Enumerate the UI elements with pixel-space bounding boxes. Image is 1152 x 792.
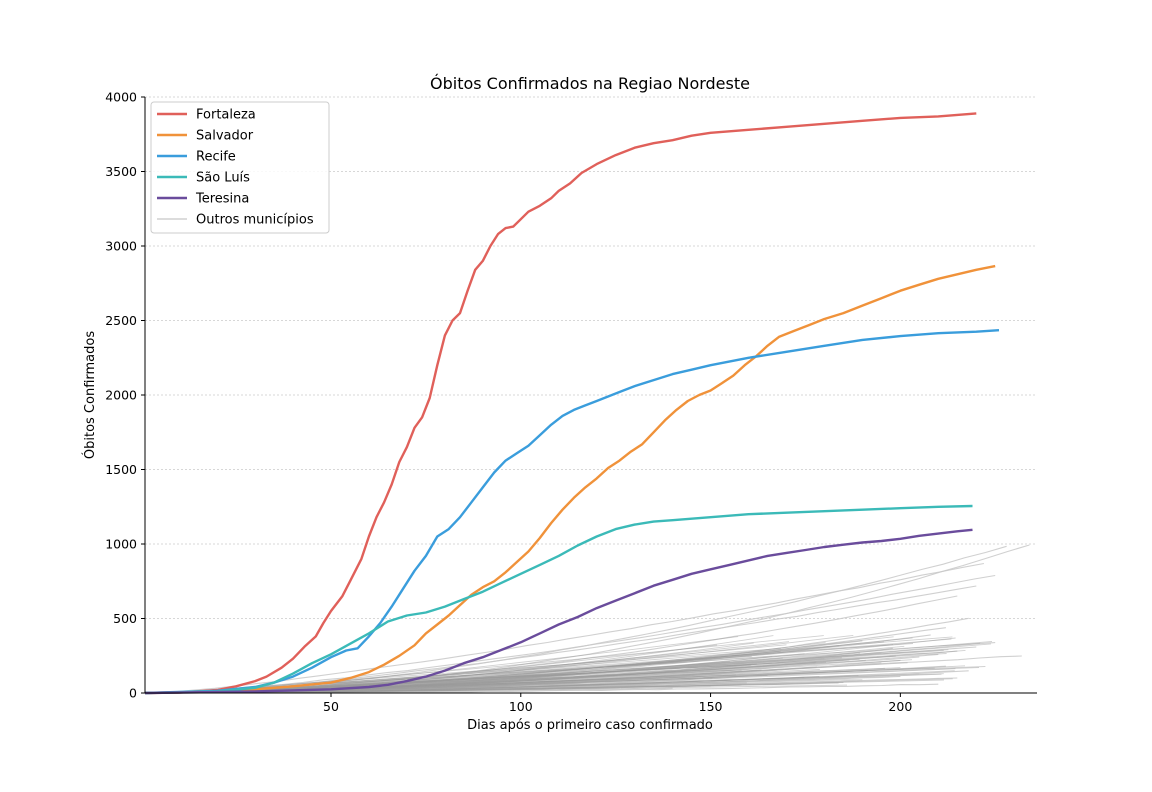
legend: Fortaleza Salvador Recife São Luís Teresina O… [150,101,330,234]
other-municipality-line [191,682,839,694]
x-tick-label: 150 [699,699,723,714]
other-municipality-line [179,585,977,694]
other-municipality-line [197,675,859,694]
x-axis-label: Dias após o primeiro caso confirmado [467,718,713,733]
other-municipality-line [156,574,996,694]
series-line-recife [144,329,1000,695]
other-municipality-line [191,684,848,694]
y-tick-label: 3000 [105,239,137,254]
other-municipality-line [201,653,805,694]
legend-label: Outros municípios [196,213,314,228]
y-tick-label: 0 [129,686,137,701]
other-municipality-line [206,645,839,694]
other-municipality-line [152,562,984,694]
legend-label: Fortaleza [196,108,256,123]
other-municipality-line [202,636,894,694]
other-municipality-line [214,666,817,694]
y-axis-label: Óbitos Confirmados [82,331,98,459]
other-municipality-line [210,684,742,694]
y-tick-label: 3500 [105,164,137,179]
other-municipality-line [213,668,956,694]
other-municipality-line [207,670,955,694]
main-series-lines [144,112,1000,695]
legend-label: Recife [196,150,236,165]
other-municipality-line [209,649,949,694]
legend-label: Salvador [196,129,254,144]
other-municipality-line [153,643,992,694]
y-tick-label: 1500 [105,462,137,477]
legend-box [150,101,330,234]
y-tick-label: 500 [113,611,137,626]
other-municipality-line [191,673,942,694]
other-municipality-line [165,648,781,694]
other-municipality-line [194,641,885,694]
y-tick-label: 1000 [105,537,137,552]
other-municipality-line [181,679,945,694]
other-municipality-line [172,635,824,694]
chart-title: Óbitos Confirmados na Regiao Nordeste [430,74,750,93]
other-municipality-line [203,644,718,694]
x-tick-label: 200 [888,699,912,714]
other-municipality-line [212,634,854,694]
other-municipality-line [173,642,754,694]
legend-label: São Luís [196,171,250,186]
x-tick-label: 50 [323,699,339,714]
series-line-fortaleza [144,112,977,695]
other-municipality-line [198,675,820,694]
legend-label: Teresina [195,192,249,207]
series-line-salvador [144,264,996,695]
y-tick-label: 4000 [105,90,137,105]
series-line-teresina [144,528,973,695]
x-tick-label: 100 [509,699,533,714]
other-municipality-line [179,677,805,694]
other-municipality-line [178,650,944,694]
series-line-s-o-lu-s [144,504,973,695]
other-municipality-line [147,641,993,694]
y-tick-label: 2500 [105,313,137,328]
ticks: 0 500 1000 1500 2000 2500 3000 3500 4000 50 100 150… [105,90,912,715]
other-municipality-line [219,682,747,694]
other-municipality-line [182,637,913,694]
y-tick-label: 2000 [105,388,137,403]
other-municipality-line [220,678,953,694]
other-municipality-line [204,644,894,694]
